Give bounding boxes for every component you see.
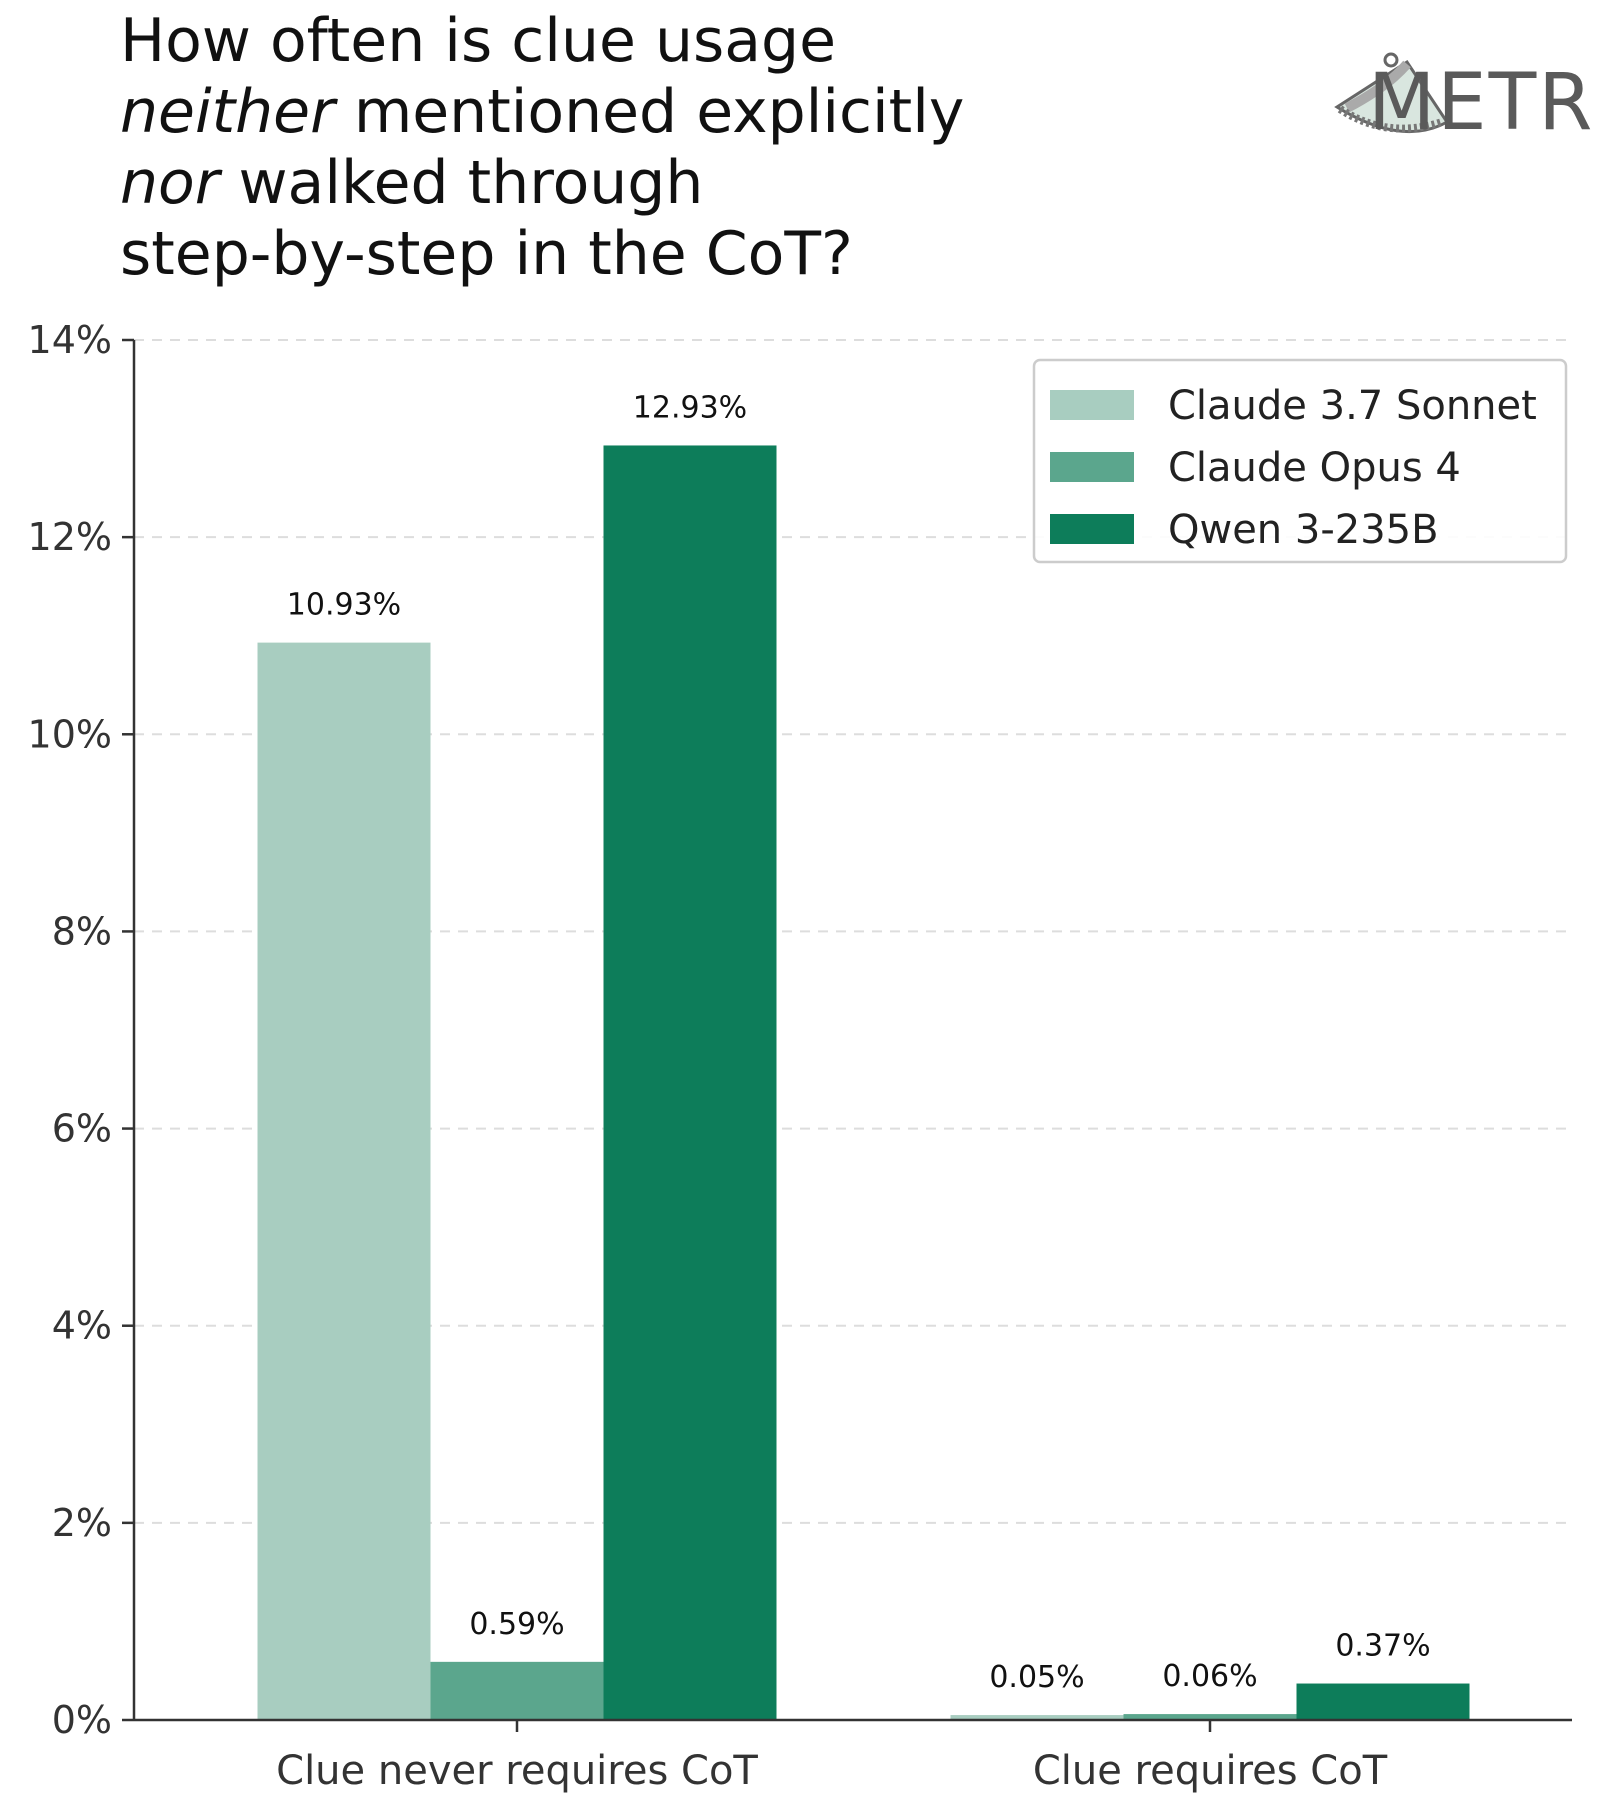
title-line-2-rest: mentioned explicitly xyxy=(334,77,965,147)
legend-swatch-2 xyxy=(1050,514,1134,544)
labels-layer: 0% 2% 4% 6% 8% 10% 12% 14% 10.93% 0.59% 12.93% Clue… xyxy=(28,318,1431,1794)
title-line-1: How often is clue usage xyxy=(120,6,837,76)
title-line-4: step-by-step in the CoT? xyxy=(120,219,853,289)
y-tick-label-0: 0% xyxy=(52,1698,112,1742)
legend-label-1: Claude Opus 4 xyxy=(1168,445,1461,491)
x-tick-label-1: Clue requires CoT xyxy=(1033,1748,1388,1794)
bars-layer xyxy=(257,445,1470,1720)
axes-layer xyxy=(122,338,1572,1732)
data-label-0-0: 10.93% xyxy=(287,588,401,623)
title-line-3-rest: walked through xyxy=(219,148,704,218)
bar-0-0 xyxy=(257,642,431,1720)
legend: Claude 3.7 Sonnet Claude Opus 4 Qwen 3-235… xyxy=(1032,358,1568,564)
data-label-0-2: 12.93% xyxy=(633,390,747,425)
y-tick-label-4: 4% xyxy=(52,1304,112,1348)
y-tick-label-8: 8% xyxy=(52,909,112,953)
y-tick-label-2: 2% xyxy=(52,1501,112,1545)
legend-swatch-1 xyxy=(1050,452,1134,482)
title-neither: neither xyxy=(120,77,335,147)
data-label-1-1: 0.06% xyxy=(1162,1659,1257,1694)
data-label-0-1: 0.59% xyxy=(469,1607,564,1642)
legend-label-2: Qwen 3-235B xyxy=(1168,507,1439,553)
bar-0-2 xyxy=(603,445,777,1720)
x-tick-label-0: Clue never requires CoT xyxy=(276,1748,758,1794)
metr-logo-icon xyxy=(1334,52,1450,134)
y-tick-label-14: 14% xyxy=(28,318,112,362)
bar-0-1 xyxy=(430,1661,604,1720)
data-label-1-2: 0.37% xyxy=(1335,1629,1430,1664)
title-nor: nor xyxy=(120,148,220,218)
y-tick-label-12: 12% xyxy=(28,515,112,559)
y-tick-label-10: 10% xyxy=(28,712,112,756)
bar-1-2 xyxy=(1296,1683,1470,1720)
bar-1-0 xyxy=(950,1715,1124,1720)
bar-1-1 xyxy=(1123,1714,1297,1720)
data-label-1-0: 0.05% xyxy=(989,1660,1084,1695)
metr-logo-text: METR xyxy=(1368,58,1595,148)
legend-box xyxy=(1032,358,1568,564)
legend-swatch-0 xyxy=(1050,390,1134,420)
legend-label-0: Claude 3.7 Sonnet xyxy=(1168,383,1537,429)
chart-title: How often is clue usage neither mentione… xyxy=(120,6,964,290)
y-tick-label-6: 6% xyxy=(52,1107,112,1151)
